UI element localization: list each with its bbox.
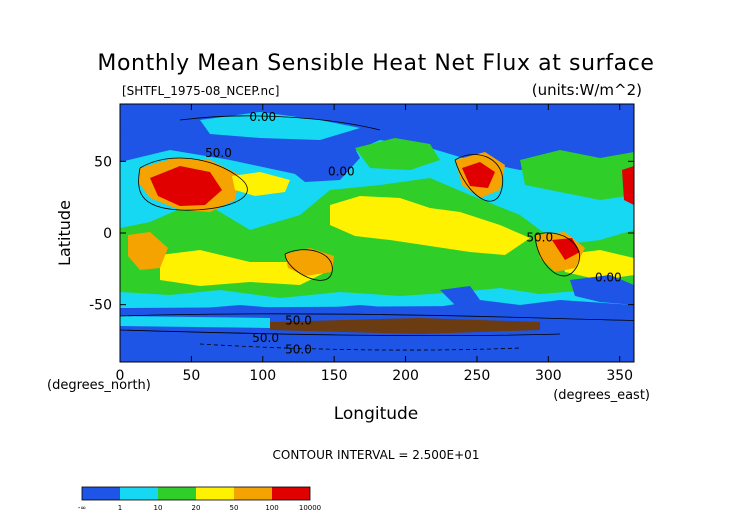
field-region-red-sahara-arabia [150, 166, 222, 206]
colorbar-swatch [234, 487, 272, 500]
colorbar-swatch [196, 487, 234, 500]
colorbar-tick-label: 100 [265, 504, 278, 512]
y-axis-label: Latitude [55, 200, 74, 266]
field-region-red-south-america [552, 238, 580, 260]
contour-lines [120, 115, 634, 351]
contour-label: 50.0 [285, 314, 312, 328]
contour-label: 50.0 [205, 146, 232, 160]
field-region-red-north-america [462, 162, 495, 188]
contour-label: 50.0 [285, 342, 312, 356]
y-axis-unit-label: (degrees_north) [47, 378, 151, 393]
x-tick-label: 350 [606, 368, 633, 384]
field-region-green-north-atlantic [520, 150, 634, 200]
colorbar-tick-label: 50 [230, 504, 239, 512]
colorbar: -∞ 1 10 20 50 100 10000 [78, 486, 321, 512]
x-tick-label: 300 [535, 368, 562, 384]
contour-label: 50.0 [252, 331, 279, 345]
x-tick-label: 0 [116, 368, 125, 384]
x-tick-label: 150 [321, 368, 348, 384]
contour-interval-label: CONTOUR INTERVAL = 2.500E+01 [273, 448, 480, 462]
field-region-brown-antarctic-edge [270, 318, 540, 334]
x-tick-label: 200 [392, 368, 419, 384]
colorbar-swatch [158, 487, 196, 500]
y-tick-label: -50 [89, 298, 112, 314]
contour-label: 50.0 [526, 231, 553, 245]
field-region-blue-atlantic-south [570, 275, 634, 305]
dataset-filename: [SHTFL_1975-08_NCEP.nc] [122, 84, 279, 98]
colorbar-swatch [120, 487, 158, 500]
x-tick-label: 50 [182, 368, 200, 384]
colorbar-swatch [82, 487, 120, 500]
field-region-blue-indian-south [440, 286, 480, 305]
x-tick-label: 100 [249, 368, 276, 384]
field-region-blue-pacific-north [290, 140, 360, 182]
colorbar-tick-label: 1 [118, 504, 122, 512]
x-axis-unit-label: (degrees_east) [553, 388, 650, 403]
contour-labels: 0.00 50.0 0.00 50.0 0.00 50.0 50.0 50.0 [205, 110, 622, 356]
colorbar-tick-label: 10000 [299, 504, 321, 512]
x-axis: 0 50 100 150 200 250 300 350 [116, 104, 633, 384]
field-region-yellow-central-asia [232, 172, 290, 196]
field-region-red-europe-edge [622, 166, 634, 205]
contour-label: 0.00 [249, 110, 276, 124]
field-region-cyan-siberia [200, 112, 360, 140]
field-region-cyan-antarctica [120, 316, 270, 328]
y-axis: -50 0 50 [89, 154, 634, 314]
colorbar-frame [81, 486, 311, 501]
units-label: (units:W/m^2) [532, 81, 642, 99]
field-region-orange-australia [285, 248, 334, 276]
map-plot-area: 0.00 50.0 0.00 50.0 0.00 50.0 50.0 50.0 [120, 104, 634, 362]
y-tick-label: 50 [94, 154, 112, 170]
contour-label: 0.00 [328, 165, 355, 179]
colorbar-swatch [272, 487, 310, 500]
x-axis-label: Longitude [334, 404, 419, 424]
field-region-blue-arctic [120, 104, 634, 138]
field-region-blue-southern-ocean [120, 305, 634, 362]
colorbar-tick-label: 10 [154, 504, 163, 512]
contour-label: 0.00 [595, 271, 622, 285]
field-region-yellow-south [160, 250, 330, 286]
field-region-orange-africa-south [128, 232, 168, 270]
x-tick-label: 250 [464, 368, 491, 384]
field-region-yellow-central [330, 196, 530, 255]
y-tick-label: 0 [103, 226, 112, 242]
field-region-green-north-pacific [355, 138, 440, 170]
colorbar-tick-label: 20 [192, 504, 201, 512]
colorbar-tick-label: -∞ [78, 504, 86, 512]
chart-title: Monthly Mean Sensible Heat Net Flux at s… [97, 51, 654, 76]
